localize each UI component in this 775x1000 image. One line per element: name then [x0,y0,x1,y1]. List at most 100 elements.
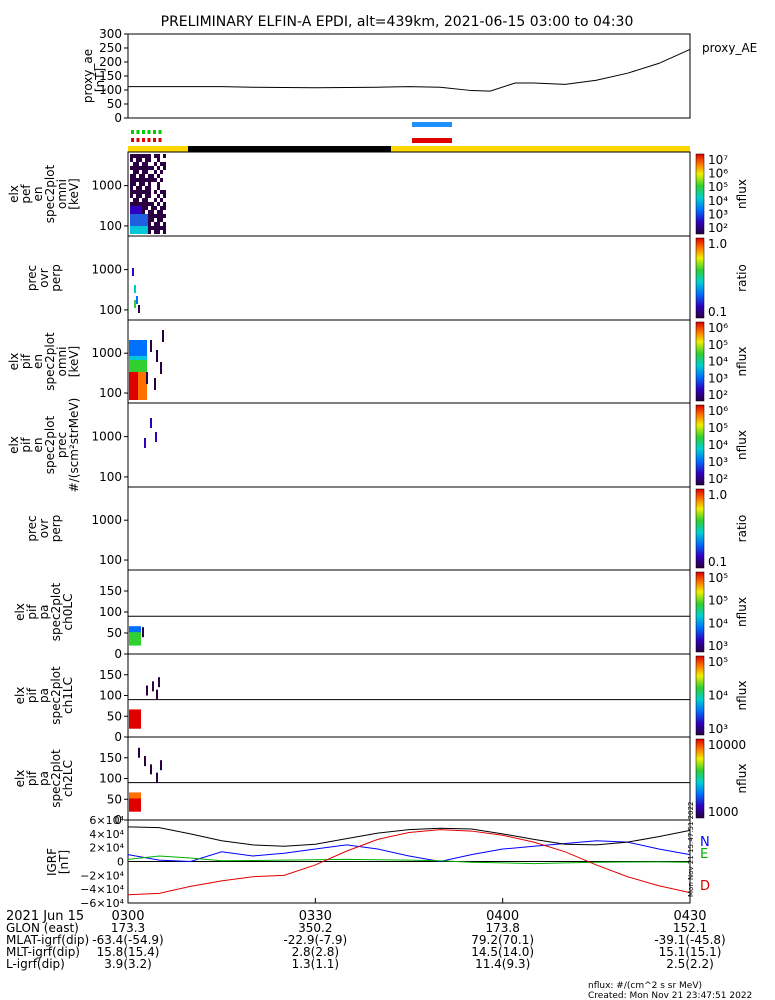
spectrogram-cell [131,629,133,636]
colorbar-tick-label: 10⁵ [708,571,728,585]
spectrogram-cell [160,218,163,222]
spectrogram-cell [133,202,136,206]
spectrogram-cell [137,795,139,802]
spectrogram-cell [129,795,131,802]
spectrogram-cell [144,348,147,352]
spectrogram-cell [137,632,139,639]
timeline-value: 15.1(15.1) [659,945,722,959]
spectrogram-cell [130,178,133,182]
spectrogram-cell [139,795,141,802]
spectrogram-cell [145,202,148,206]
spectrogram-cell [135,795,137,802]
y-tick-label: 100 [99,386,122,400]
spectrogram-cell [157,158,160,162]
ylabel-line: omni [55,179,69,209]
spectrogram-cell [137,629,139,636]
spectrogram-cell [129,626,131,633]
spectrogram-cell [133,636,135,643]
spectrogram-cell [138,747,140,758]
elx_pif_pa_spec2plot_ch0LC-frame [127,569,691,655]
spectrogram-cell [133,166,136,170]
igrf-series-E [127,855,691,865]
spectrogram-cell [136,230,139,234]
colorbar-tick-label: 10⁴ [708,616,728,630]
spectrogram-cell [137,712,139,719]
elx_pif_pa_spec2plot_ch2LC-frame [127,736,691,821]
colorbar-tick-label: 10⁴ [708,355,728,369]
spectrogram-cell [138,396,141,400]
spectrogram-cell [144,396,147,400]
spectrogram-cell [142,210,145,214]
spectrogram-cell [154,226,157,230]
spectrogram-cell [148,202,151,206]
spectrogram-cell [142,222,145,226]
spectrogram-cell [141,376,144,380]
spectrogram-cell [157,166,160,170]
spectrogram-cell [137,636,139,643]
y-tick-label: 1000 [91,263,122,277]
colorbar [695,237,705,319]
spectrogram-cell [151,226,154,230]
colorbar [695,321,705,402]
spectrogram-cell [135,344,138,348]
spectrogram-cell [148,194,151,198]
spectrogram-cell [135,712,137,719]
timeline-value: -63.4(-54.9) [92,933,163,947]
spectrogram-cell [145,166,148,170]
spectrogram-cell [141,368,144,372]
spectrogram-cell [136,226,139,230]
timeline-value: 173.8 [485,921,519,935]
y-tick-label: 1000 [91,179,122,193]
spectrogram-cell [151,218,154,222]
spectrogram-cell [148,154,151,158]
spectrogram-cell [139,632,141,639]
spectrogram-cell [131,626,133,633]
timeline-value: 11.4(9.3) [475,957,530,971]
spectrogram-cell [135,368,138,372]
status-red-dot [136,138,140,142]
colorbar-tick-label: 10⁴ [708,689,728,703]
spectrogram-cell [136,158,139,162]
spectrogram-cell [138,392,141,396]
spectrogram-cell [131,719,133,726]
timeline-value: 2.5(2.2) [666,957,714,971]
spectrogram-cell [163,162,166,166]
spectrogram-cell [135,364,138,368]
spectrogram-cell [129,396,132,400]
spectrogram-cell [150,340,152,352]
spectrogram-cell [136,210,139,214]
y-tick-label: 100 [99,303,122,317]
spectrogram-cell [139,174,142,178]
spectrogram-cell [138,356,141,360]
spectrogram-cell [139,805,141,812]
ylabel-line: #/(scm²strMeV) [67,398,81,493]
status-green-dot [158,130,162,134]
ylabel-line: spec2plot [49,749,63,808]
spectrogram-cell [134,285,136,293]
spectrogram-cell [141,340,144,344]
spectrogram-cell [138,348,141,352]
spectrogram-cell [136,178,139,182]
spectrogram-cell [135,348,138,352]
spectrogram-cell [144,392,147,396]
footer-units: nflux: #/(cm^2 s sr MeV) [588,981,702,991]
colorbar-tick-label: 10⁵ [708,655,728,669]
y-tick-label: 150 [99,751,122,765]
spectrogram-cell [151,178,154,182]
spectrogram-cell [129,372,132,376]
spectrogram-cell [129,368,132,372]
ylabel-line: prec [25,265,39,291]
y-tick-label: 100 [99,219,122,233]
spectrogram-cell [148,226,151,230]
spectrogram-cell [150,418,152,428]
spectrogram-cell [154,170,157,174]
spectrogram-cell [133,629,135,636]
ylabel-line: elx [7,436,21,454]
spectrogram-cell [133,799,135,806]
ylabel-line: pif [19,437,33,453]
spectrogram-cell [142,174,145,178]
spectrogram-cell [136,206,139,210]
y-tick-label: 150 [99,69,122,83]
timeline-value: 350.2 [298,921,332,935]
timeline-row-label: MLT-igrf(dip) [6,945,80,959]
